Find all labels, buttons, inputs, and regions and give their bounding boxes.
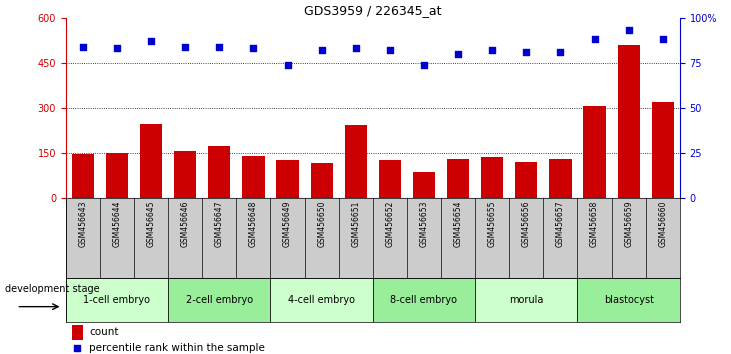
Text: GSM456643: GSM456643: [78, 201, 87, 247]
Point: [418, 62, 430, 68]
Text: GSM456657: GSM456657: [556, 201, 565, 247]
Bar: [174, 151, 196, 198]
Bar: [447, 159, 469, 198]
Text: morula: morula: [509, 295, 544, 305]
Point: [281, 62, 293, 68]
Point: [520, 49, 532, 55]
Point: [77, 44, 88, 50]
Bar: [345, 125, 367, 198]
Bar: [577, 278, 680, 322]
Point: [72, 346, 83, 351]
Point: [555, 49, 567, 55]
Text: GSM456654: GSM456654: [454, 201, 463, 247]
Bar: [72, 325, 83, 340]
Text: GSM456659: GSM456659: [624, 201, 633, 247]
Bar: [413, 172, 435, 198]
Bar: [276, 160, 299, 198]
Bar: [481, 157, 504, 198]
Bar: [618, 45, 640, 198]
Bar: [583, 107, 606, 198]
Bar: [550, 159, 572, 198]
Title: GDS3959 / 226345_at: GDS3959 / 226345_at: [304, 4, 442, 17]
Point: [316, 47, 327, 53]
Bar: [208, 145, 230, 198]
Point: [486, 47, 498, 53]
Bar: [311, 163, 333, 198]
Point: [111, 46, 123, 51]
Point: [213, 44, 225, 50]
Bar: [373, 278, 475, 322]
Point: [623, 28, 635, 33]
Bar: [652, 102, 674, 198]
Point: [248, 46, 260, 51]
Bar: [72, 154, 94, 198]
Text: GSM456652: GSM456652: [385, 201, 394, 247]
Point: [657, 36, 669, 42]
Text: count: count: [89, 327, 118, 337]
Text: GSM456658: GSM456658: [590, 201, 599, 247]
Text: development stage: development stage: [5, 284, 100, 294]
Text: blastocyst: blastocyst: [604, 295, 654, 305]
Bar: [379, 160, 401, 198]
Bar: [168, 278, 270, 322]
Text: GSM456653: GSM456653: [420, 201, 428, 247]
Point: [350, 46, 362, 51]
Text: 2-cell embryo: 2-cell embryo: [186, 295, 253, 305]
Text: GSM456648: GSM456648: [249, 201, 258, 247]
Bar: [270, 278, 373, 322]
Point: [452, 51, 464, 57]
Point: [145, 38, 157, 44]
Bar: [475, 278, 577, 322]
Point: [588, 36, 600, 42]
Text: GSM456645: GSM456645: [147, 201, 156, 247]
Text: 8-cell embryo: 8-cell embryo: [390, 295, 458, 305]
Text: GSM456646: GSM456646: [181, 201, 189, 247]
Text: GSM456651: GSM456651: [352, 201, 360, 247]
Text: 4-cell embryo: 4-cell embryo: [288, 295, 355, 305]
Text: GSM456650: GSM456650: [317, 201, 326, 247]
Bar: [515, 162, 537, 198]
Text: GSM456660: GSM456660: [659, 201, 667, 247]
Point: [384, 47, 395, 53]
Text: GSM456655: GSM456655: [488, 201, 496, 247]
Text: 1-cell embryo: 1-cell embryo: [83, 295, 151, 305]
Text: GSM456647: GSM456647: [215, 201, 224, 247]
Text: GSM456656: GSM456656: [522, 201, 531, 247]
Bar: [243, 156, 265, 198]
Point: [179, 44, 191, 50]
Bar: [66, 278, 168, 322]
Text: percentile rank within the sample: percentile rank within the sample: [89, 343, 265, 353]
Bar: [106, 153, 128, 198]
Text: GSM456644: GSM456644: [113, 201, 121, 247]
Bar: [140, 124, 162, 198]
Text: GSM456649: GSM456649: [283, 201, 292, 247]
